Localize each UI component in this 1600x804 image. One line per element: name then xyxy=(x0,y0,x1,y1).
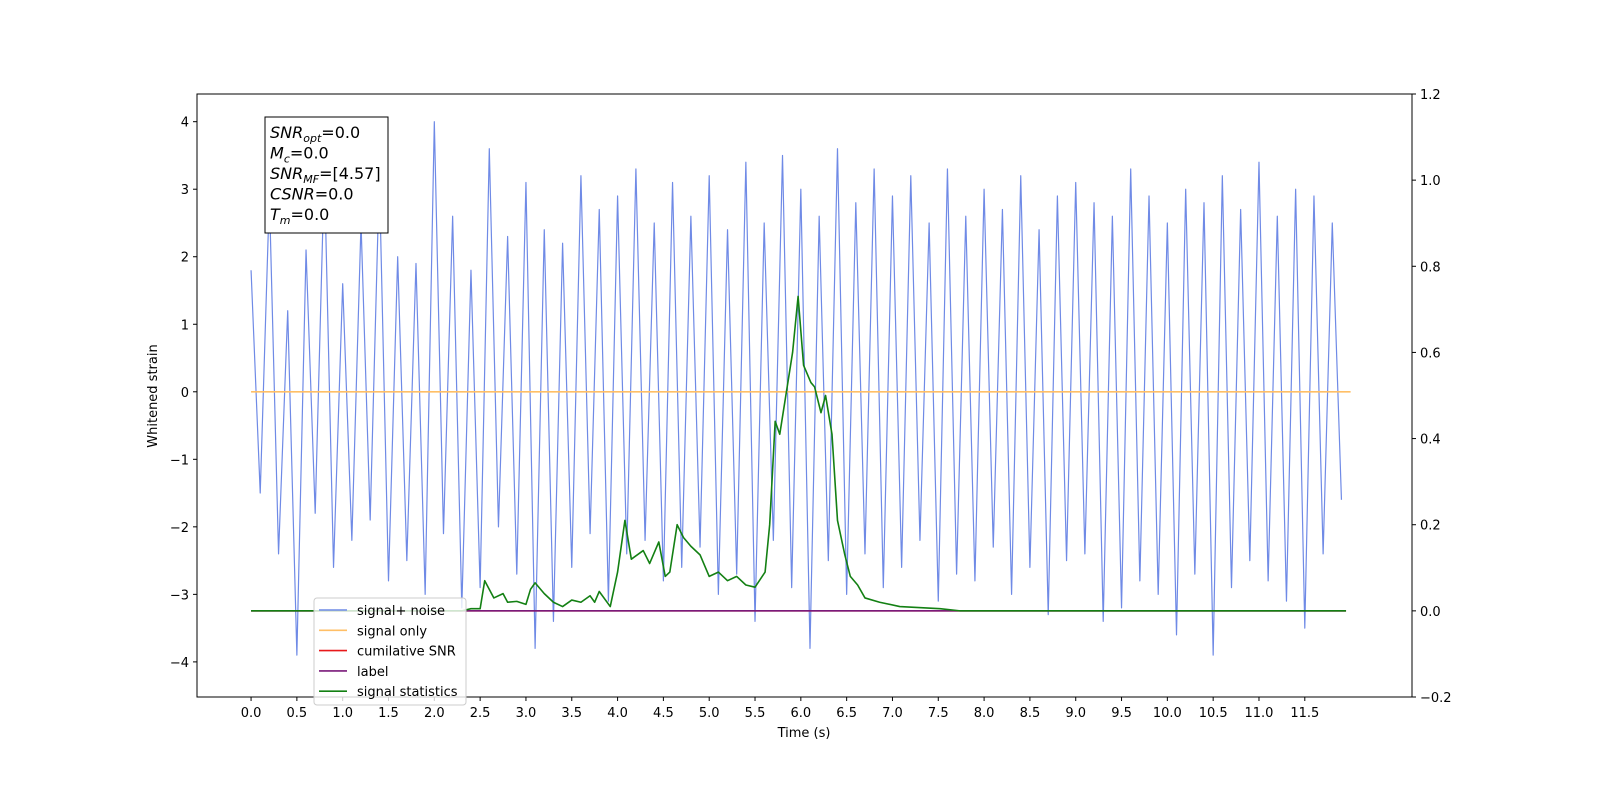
annotation-subscript: MF xyxy=(303,173,319,186)
x-tick-label: 8.0 xyxy=(974,706,995,721)
y2-tick-label: 1.2 xyxy=(1420,88,1441,103)
x-tick-label: 10.0 xyxy=(1153,706,1182,721)
annotation-subscript: opt xyxy=(303,132,322,145)
x-axis-label: Time (s) xyxy=(777,726,831,741)
x-tick-label: 1.5 xyxy=(378,706,399,721)
annotation-text: SNRMF=[4.57] xyxy=(270,164,381,186)
series-line xyxy=(250,121,1343,656)
annotation-text: SNRopt=0.0 xyxy=(270,123,360,145)
x-tick-label: 5.5 xyxy=(745,706,766,721)
y-tick-label: 0 xyxy=(181,386,189,401)
x-tick-label: 0.5 xyxy=(287,706,308,721)
y-tick-label: −3 xyxy=(170,588,189,603)
annotation-box xyxy=(264,116,389,234)
annotation-subscript: c xyxy=(284,153,290,166)
legend-label: label xyxy=(357,665,388,680)
y2-tick-label: −0.2 xyxy=(1420,691,1452,706)
x-tick-label: 4.5 xyxy=(653,706,674,721)
legend-label: signal only xyxy=(357,624,427,639)
y2-tick-label: 0.6 xyxy=(1420,346,1441,361)
y-tick-label: −2 xyxy=(170,521,189,536)
annotation-symbol: SNR xyxy=(270,123,303,142)
x-tick-label: 4.0 xyxy=(607,706,628,721)
annotation-value: =0.0 xyxy=(291,205,330,224)
y-tick-label: 4 xyxy=(181,116,189,131)
x-tick-label: 9.0 xyxy=(1065,706,1086,721)
annotation-symbol: SNR xyxy=(270,164,303,183)
y2-tick-label: 1.0 xyxy=(1420,174,1441,189)
y-axis-label: Whitened strain xyxy=(146,344,161,447)
x-tick-label: 10.5 xyxy=(1199,706,1228,721)
legend-label: signal+ noise xyxy=(357,604,445,619)
x-tick-label: 6.0 xyxy=(790,706,811,721)
x-tick-label: 2.5 xyxy=(470,706,491,721)
x-tick-label: 6.5 xyxy=(836,706,857,721)
x-tick-label: 11.0 xyxy=(1245,706,1274,721)
y2-tick-label: 0.4 xyxy=(1420,433,1441,448)
legend-box xyxy=(313,597,467,706)
annotation-text: Tm=0.0 xyxy=(270,205,329,227)
y-tick-label: −1 xyxy=(170,453,189,468)
plot-frame xyxy=(196,93,1413,698)
y2-tick-label: 0.8 xyxy=(1420,260,1441,275)
x-tick-label: 11.5 xyxy=(1290,706,1319,721)
x-tick-label: 9.5 xyxy=(1111,706,1132,721)
legend-label: signal statistics xyxy=(357,685,458,700)
x-tick-label: 8.5 xyxy=(1020,706,1041,721)
annotation-text: Mc=0.0 xyxy=(270,144,329,166)
x-tick-label: 3.5 xyxy=(561,706,582,721)
x-tick-label: 5.0 xyxy=(699,706,720,721)
annotation-value: =[4.57] xyxy=(319,164,381,183)
series-line xyxy=(251,295,1347,612)
x-tick-label: 7.5 xyxy=(928,706,949,721)
annotation-value: =0.0 xyxy=(321,123,360,142)
y-tick-label: 1 xyxy=(181,318,189,333)
y-tick-label: 3 xyxy=(181,183,189,198)
annotation-subscript: m xyxy=(280,214,291,227)
y-tick-label: 2 xyxy=(181,251,189,266)
y2-tick-label: 0.2 xyxy=(1420,519,1441,534)
x-tick-label: 2.0 xyxy=(424,706,445,721)
annotation-symbol: CSNR xyxy=(270,185,315,204)
annotation-text: CSNR=0.0 xyxy=(270,185,354,204)
annotation-symbol: T xyxy=(270,205,281,224)
legend-label: cumilative SNR xyxy=(357,645,456,660)
annotation-symbol: M xyxy=(270,144,284,163)
x-tick-label: 1.0 xyxy=(332,706,353,721)
annotation-value: =0.0 xyxy=(290,144,329,163)
annotation-value: =0.0 xyxy=(315,185,354,204)
y2-tick-label: 0.0 xyxy=(1420,605,1441,620)
x-tick-label: 7.0 xyxy=(882,706,903,721)
x-tick-label: 0.0 xyxy=(241,706,262,721)
y-tick-label: −4 xyxy=(170,656,189,671)
x-tick-label: 3.0 xyxy=(516,706,537,721)
